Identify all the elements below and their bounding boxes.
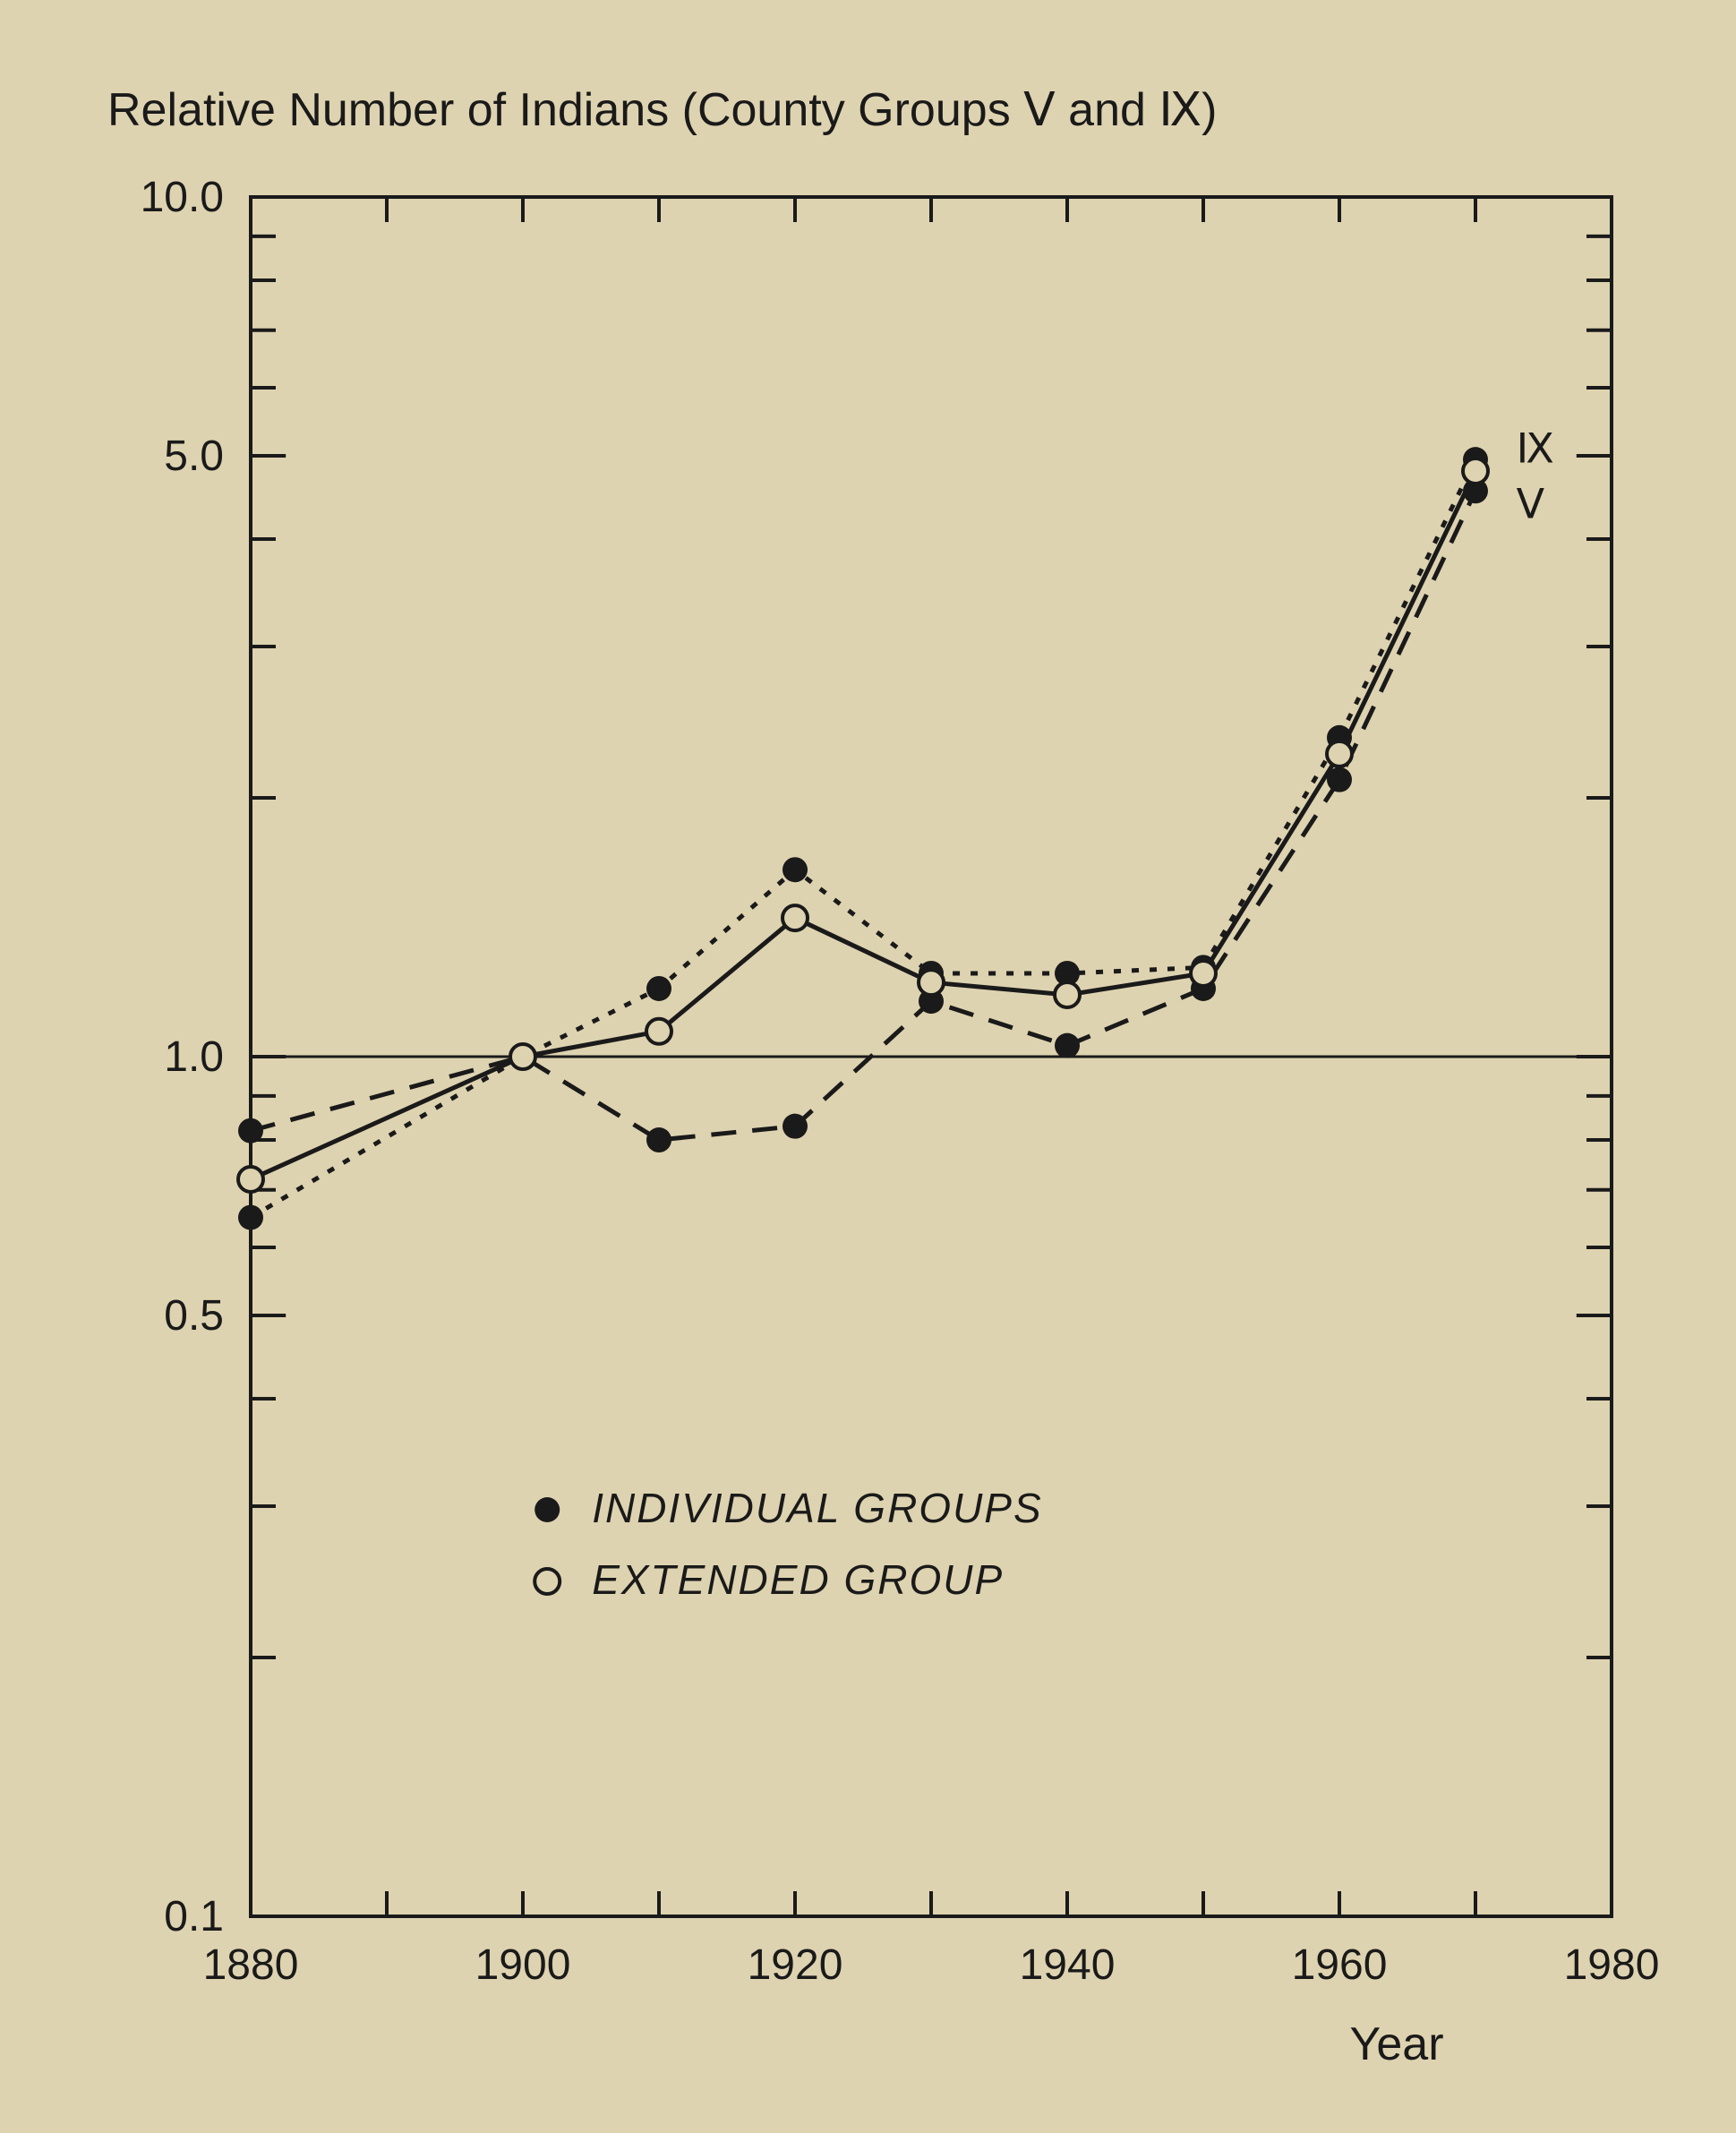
series-marker [919, 970, 944, 995]
y-tick-label: 10.0 [141, 174, 224, 221]
x-axis-label: Year [1349, 2018, 1443, 2070]
series-marker [1191, 961, 1216, 986]
chart-background [0, 0, 1736, 2133]
series-marker [646, 976, 671, 1001]
series-marker [782, 857, 808, 882]
series-marker [238, 1167, 263, 1192]
series-end-label: Ⅴ [1517, 481, 1545, 527]
x-tick-label: 1900 [475, 1941, 571, 1989]
legend-marker [534, 1497, 560, 1522]
series-marker [238, 1118, 263, 1144]
series-marker [782, 1114, 808, 1139]
legend-marker [534, 1569, 560, 1594]
line-chart: Relative Number of Indians (County Group… [0, 0, 1736, 2133]
series-marker [238, 1205, 263, 1230]
series-marker [646, 1127, 671, 1152]
y-tick-label: 0.1 [164, 1893, 224, 1940]
legend-label: INDIVIDUAL GROUPS [592, 1485, 1042, 1531]
legend-label: EXTENDED GROUP [592, 1556, 1004, 1603]
series-marker [1055, 982, 1080, 1007]
y-tick-label: 1.0 [164, 1033, 224, 1081]
series-marker [510, 1044, 535, 1069]
series-marker [1327, 741, 1352, 767]
y-tick-label: 5.0 [164, 433, 224, 480]
series-marker [1055, 1033, 1080, 1058]
chart-title: Relative Number of Indians (County Group… [107, 84, 1217, 136]
series-end-label: Ⅸ [1517, 426, 1554, 472]
x-tick-label: 1880 [203, 1941, 299, 1989]
y-tick-label: 0.5 [164, 1292, 224, 1340]
series-marker [1463, 458, 1488, 484]
chart-container: Relative Number of Indians (County Group… [0, 0, 1736, 2133]
x-tick-label: 1980 [1564, 1941, 1660, 1989]
x-tick-label: 1940 [1020, 1941, 1116, 1989]
x-tick-label: 1920 [748, 1941, 843, 1989]
x-tick-label: 1960 [1292, 1941, 1388, 1989]
series-marker [782, 905, 808, 930]
series-marker [646, 1019, 671, 1044]
